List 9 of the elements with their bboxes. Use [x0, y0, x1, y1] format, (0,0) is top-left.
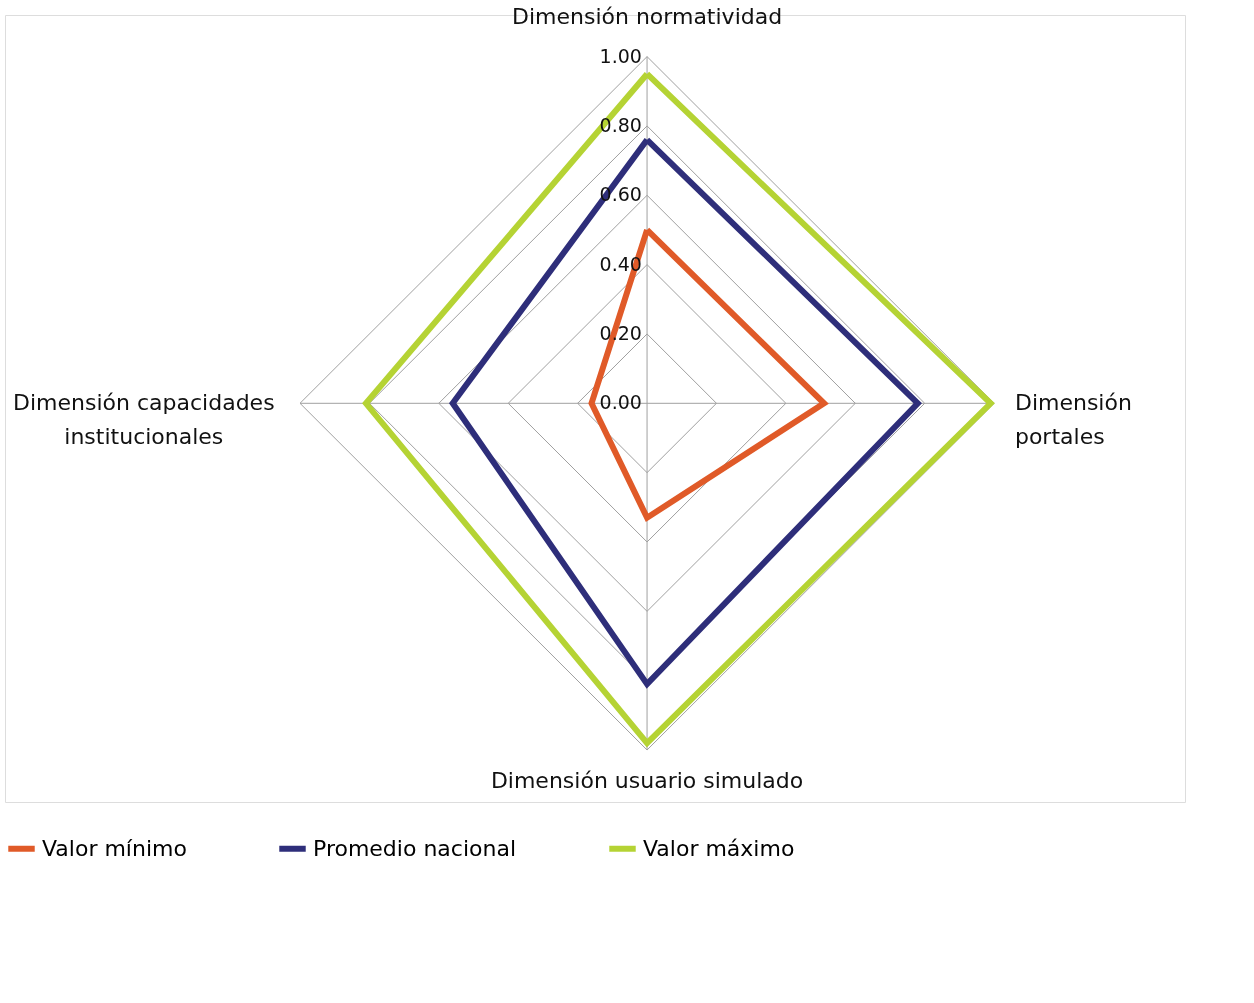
legend-label: Valor máximo [643, 835, 795, 861]
legend-label: Valor mínimo [42, 835, 187, 861]
legend-label: Promedio nacional [313, 835, 517, 861]
y-tick-label: 0.00 [599, 391, 642, 414]
spoke-label: Dimensión usuario simulado [490, 767, 804, 793]
y-tick-label: 1.00 [599, 44, 642, 67]
spoke-label: Dimensión capacidades institucionales [13, 390, 275, 450]
spoke-label: Dimensión portales [1014, 390, 1132, 450]
spoke-label: Dimensión normatividad [511, 3, 783, 29]
